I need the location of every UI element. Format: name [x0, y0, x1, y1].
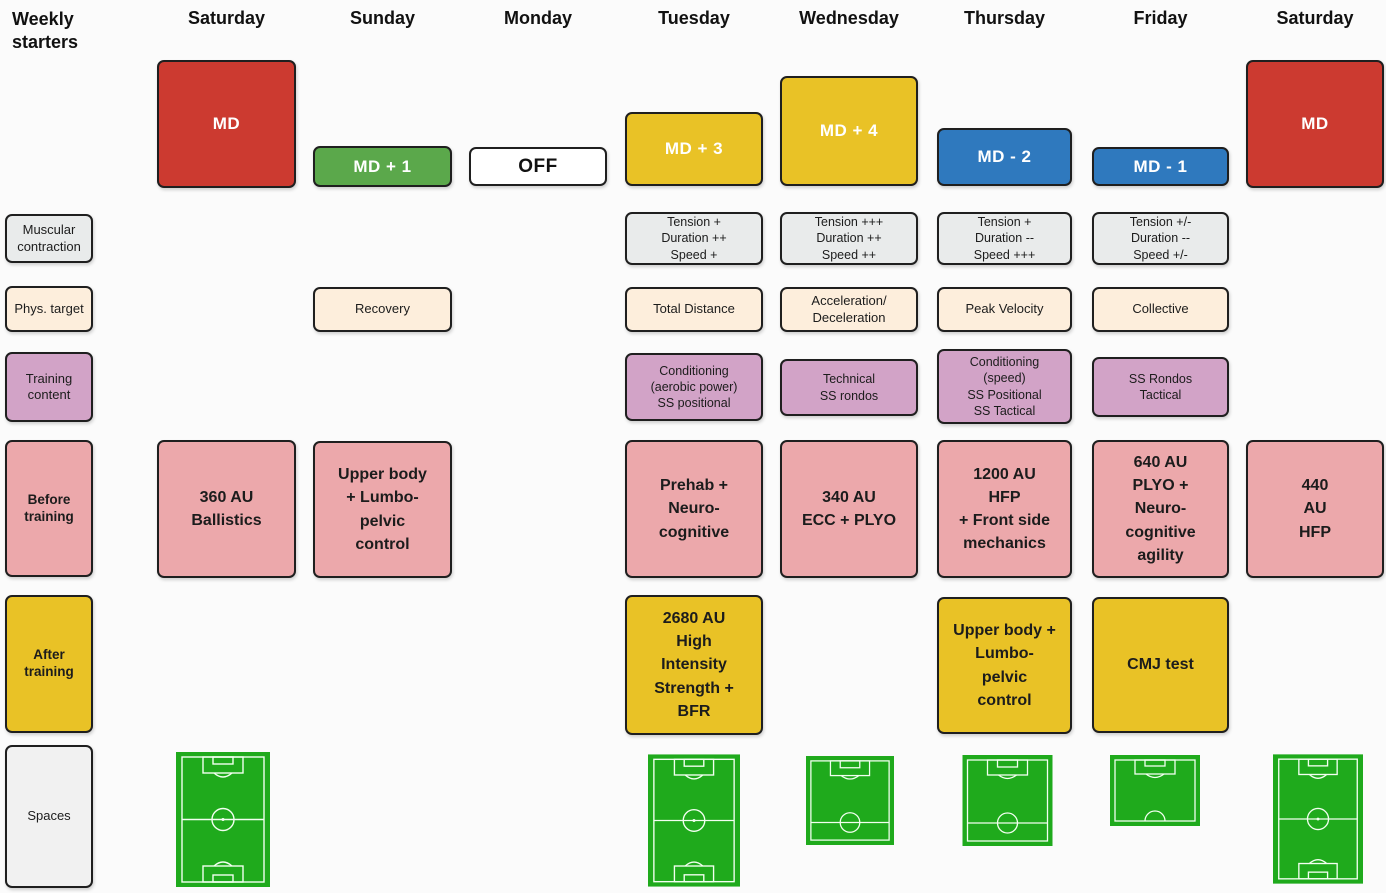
training-content-cell-friday: SS Rondos Tactical [1092, 357, 1229, 417]
training-content-cell-wednesday: Technical SS rondos [780, 359, 918, 416]
before-training-cell-tuesday: Prehab + Neuro- cognitive [625, 440, 763, 578]
md-card-tuesday: MD + 3 [625, 112, 763, 186]
muscular-contraction-cell-friday: Tension +/- Duration -- Speed +/- [1092, 212, 1229, 265]
after-training-cell-friday: CMJ test [1092, 597, 1229, 733]
muscular-contraction-cell-tuesday: Tension + Duration ++ Speed + [625, 212, 763, 265]
day-header-wednesday: Wednesday [799, 8, 899, 28]
phys-target-cell-thursday: Peak Velocity [937, 287, 1072, 332]
phys-target-cell-sunday: Recovery [313, 287, 452, 332]
row-label-spaces: Spaces [5, 745, 93, 888]
md-card-sunday: MD + 1 [313, 146, 452, 187]
day-header-friday: Friday [1133, 8, 1188, 28]
before-training-cell-saturday-2: 440 AU HFP [1246, 440, 1384, 578]
soccer-pitch-full-icon-tuesday [648, 753, 740, 888]
row-label-muscular-contraction: Muscular contraction [5, 214, 93, 263]
md-card-saturday-2: MD [1246, 60, 1384, 188]
row-label-after-training: After training [5, 595, 93, 733]
md-card-thursday: MD - 2 [937, 128, 1072, 186]
after-training-cell-thursday: Upper body + Lumbo- pelvic control [937, 597, 1072, 734]
muscular-contraction-cell-thursday: Tension + Duration -- Speed +++ [937, 212, 1072, 265]
before-training-cell-wednesday: 340 AU ECC + PLYO [780, 440, 918, 578]
before-training-cell-saturday: 360 AU Ballistics [157, 440, 296, 578]
soccer-pitch-half-icon-friday [1110, 755, 1200, 826]
day-header-sunday: Sunday [349, 8, 415, 28]
row-label-phys-target: Phys. target [5, 286, 93, 332]
phys-target-cell-friday: Collective [1092, 287, 1229, 332]
training-content-cell-tuesday: Conditioning (aerobic power) SS position… [625, 353, 763, 421]
muscular-contraction-cell-wednesday: Tension +++ Duration ++ Speed ++ [780, 212, 918, 265]
soccer-pitch-three-quarter-icon-thursday [962, 755, 1053, 846]
soccer-pitch-three-quarter-icon-wednesday [806, 755, 894, 846]
phys-target-cell-wednesday: Acceleration/ Deceleration [780, 287, 918, 332]
training-content-cell-thursday: Conditioning (speed) SS Positional SS Ta… [937, 349, 1072, 424]
day-header-saturday: Saturday [187, 8, 266, 28]
row-label-training-content: Training content [5, 352, 93, 422]
md-card-saturday: MD [157, 60, 296, 188]
row-label-before-training: Before training [5, 440, 93, 577]
md-card-friday: MD - 1 [1092, 147, 1229, 186]
before-training-cell-sunday: Upper body + Lumbo- pelvic control [313, 441, 452, 578]
day-header-thursday: Thursday [963, 8, 1046, 28]
day-header-saturday-2: Saturday [1276, 8, 1354, 28]
soccer-pitch-full-icon-saturday-2 [1273, 752, 1363, 886]
soccer-pitch-full-icon-saturday [176, 752, 270, 887]
md-card-wednesday: MD + 4 [780, 76, 918, 186]
after-training-cell-tuesday: 2680 AU High Intensity Strength + BFR [625, 595, 763, 735]
before-training-cell-friday: 640 AU PLYO + Neuro- cognitive agility [1092, 440, 1229, 578]
day-header-monday: Monday [503, 8, 572, 28]
md-card-monday-off: OFF [469, 147, 607, 186]
day-header-tuesday: Tuesday [658, 8, 730, 28]
phys-target-cell-tuesday: Total Distance [625, 287, 763, 332]
corner-label-weekly-starters: Weekly starters [12, 9, 79, 52]
before-training-cell-thursday: 1200 AU HFP + Front side mechanics [937, 440, 1072, 578]
